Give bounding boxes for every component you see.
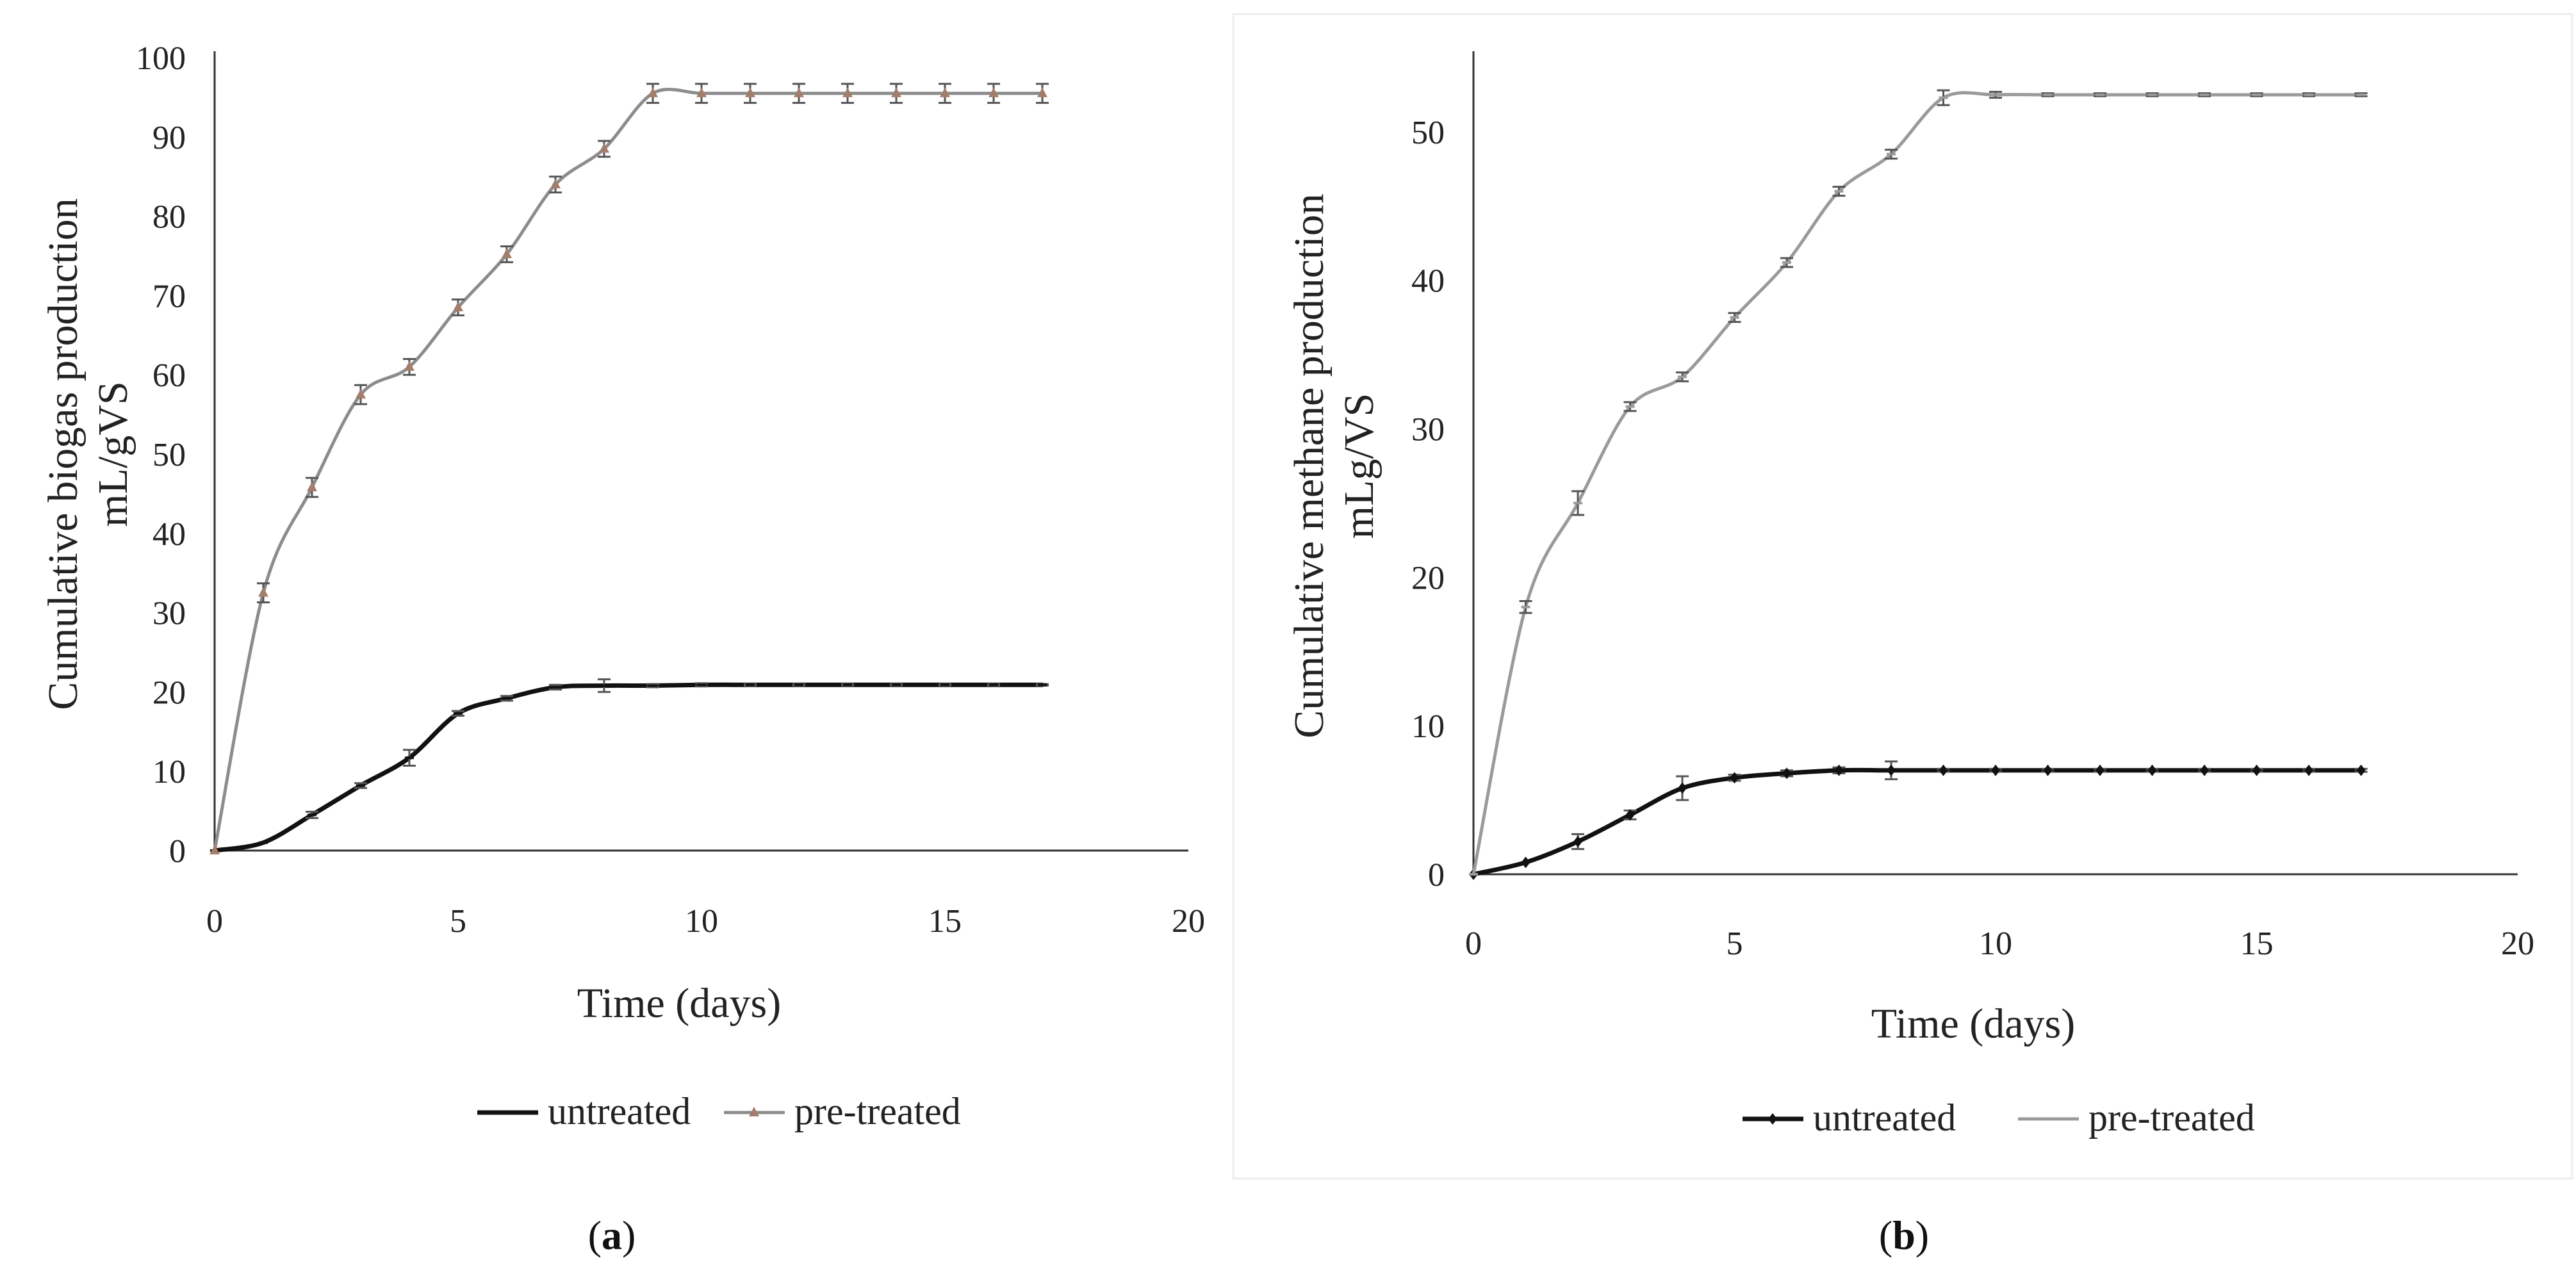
data-point [1834,764,1844,776]
data-point [1887,764,1896,776]
data-point [258,587,268,597]
data-point [599,143,609,153]
x-tick-label: 15 [928,903,962,940]
legend-label-untreated: untreated [548,1090,691,1132]
x-tick-label: 20 [1172,903,1205,940]
panel-label-letter: b [1892,1212,1916,1258]
y-tick-label: 40 [152,516,186,553]
data-point [794,87,804,97]
y-axis-title-line: mL/gVS [90,381,136,526]
data-point [2043,764,2053,776]
panel-label-close: ) [622,1212,636,1258]
data-point [842,87,853,97]
panel-b: 0 10 20 30 40 50 0 5 10 15 20 Time (days) Cumulative… [1286,51,2534,1258]
y-tick-label: 90 [152,120,186,156]
data-point [989,87,999,97]
y-tick-label: 0 [1428,857,1445,893]
legend-label-untreated: untreated [1813,1097,1956,1139]
x-tick-label: 10 [685,903,718,940]
x-axis-title: Time (days) [577,980,781,1027]
y-tick-label: 10 [152,754,186,790]
data-point [891,87,901,97]
legend-marker [749,1107,759,1116]
x-tick-label: 5 [1727,925,1743,962]
y-tick-label: 20 [152,674,186,711]
y-tick-label: 50 [152,437,186,473]
data-point [2147,764,2157,776]
data-point [2304,764,2313,776]
panel-label: (a) [588,1212,636,1258]
data-point [1625,809,1635,821]
panel-label-open: ( [1879,1212,1892,1258]
x-axis-title: Time (days) [1871,1000,2075,1047]
y-tick-label: 50 [1411,115,1445,151]
y-tick-label: 0 [169,833,186,870]
y-tick-label: 20 [1411,560,1445,596]
x-tick-label: 20 [2501,925,2534,962]
data-point [1939,764,1948,776]
series-line-untreated [1471,767,2363,877]
y-tick-label: 30 [1411,412,1445,448]
panel-label-letter: a [602,1212,622,1258]
y-axis-title-line: Cumulative methane production [1286,193,1333,738]
panel-label: (b) [1879,1212,1929,1258]
y-axis-title-line: mLg/VS [1336,393,1382,539]
y-tick-label: 40 [1411,263,1445,300]
data-point [356,389,366,399]
data-point [404,361,414,371]
data-point [209,845,220,854]
x-tick-label: 0 [206,903,223,940]
data-point [502,249,512,259]
data-point [550,179,561,189]
y-tick-label: 60 [152,357,186,394]
x-tick-label: 0 [1465,925,1482,962]
data-point [1730,772,1739,784]
data-point [940,87,950,97]
legend-marker [1768,1113,1777,1125]
series-line-pre-treated [1472,91,2363,876]
panel-a: 0 10 20 30 40 50 60 70 80 90 100 0 5 10 15 20 Time (days… [40,40,1205,1258]
data-point [696,87,707,97]
y-tick-label: 70 [152,278,186,314]
x-tick-label: 15 [2240,925,2274,962]
panel-label-open: ( [588,1212,602,1258]
legend-label-pre-treated: pre-treated [794,1090,961,1132]
series-line-pre-treated [213,88,1044,852]
y-tick-label: 30 [152,596,186,632]
panel-label-close: ) [1916,1212,1929,1258]
data-point [648,87,658,97]
data-point [307,481,317,491]
data-point [1678,782,1687,794]
data-point [1991,764,2000,776]
data-point [2356,764,2366,776]
series-line-untreated [212,682,1045,853]
data-point [453,301,463,311]
x-tick-label: 10 [1979,925,2012,962]
panel-b-frame [1232,13,2573,1180]
data-point [1573,836,1582,847]
data-point [2096,764,2104,776]
legend-label-pre-treated: pre-treated [2088,1097,2255,1139]
data-point [1521,856,1530,868]
data-point [1037,87,1047,97]
x-tick-label: 5 [450,903,466,940]
y-tick-label: 80 [152,199,186,236]
y-tick-label: 10 [1411,708,1445,745]
data-point [1782,767,1791,779]
y-axis-title-line: Cumulative biogas production [40,198,86,710]
data-point [2200,764,2209,776]
data-point [2252,764,2261,776]
data-point [745,87,755,97]
y-tick-label: 100 [136,40,186,77]
